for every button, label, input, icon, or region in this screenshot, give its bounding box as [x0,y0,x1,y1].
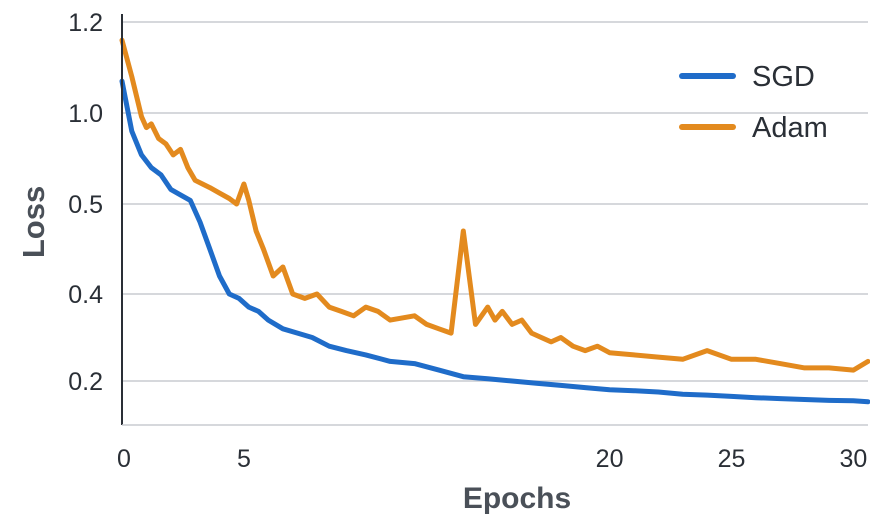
y-tick-label: 1.2 [68,9,103,37]
grid-lines [122,21,868,382]
x-tick-label: 25 [718,445,746,473]
y-tick-label: 0.5 [68,191,103,219]
x-axis-title: Epochs [463,482,571,515]
legend: SGD Adam [679,61,828,144]
y-tick-label: 1.0 [68,100,103,128]
legend-label-adam: Adam [752,112,828,144]
legend-label-sgd: SGD [752,61,815,93]
tick-labels: 0.2 0.4 0.5 1.0 1.2 0 5 20 25 30 [68,9,867,473]
x-tick-label: 20 [596,445,624,473]
y-tick-label: 0.4 [68,281,103,309]
x-tick-label: 30 [839,445,867,473]
series-lines [119,37,870,405]
x-tick-label: 0 [117,445,131,473]
y-tick-label: 0.2 [68,368,103,396]
series-line-adam [119,37,870,373]
axes [121,14,868,426]
series-line-sgd [119,78,870,405]
y-axis-title: Loss [16,186,51,258]
x-tick-label: 5 [237,445,251,473]
